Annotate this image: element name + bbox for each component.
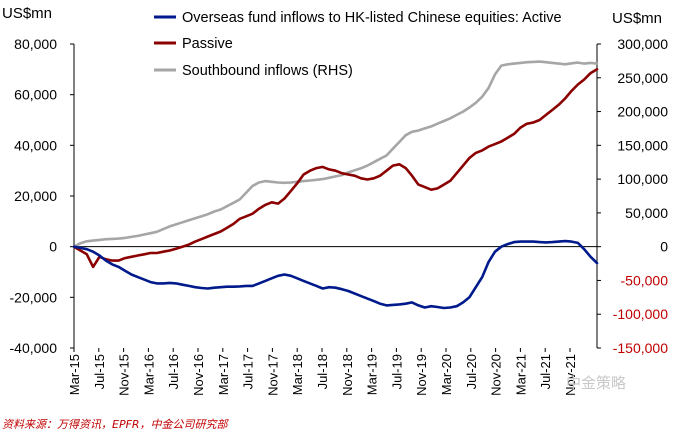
right-tick-label: 300,000 [617, 36, 668, 52]
left-tick-label: 20,000 [14, 188, 57, 204]
x-tick-label: Jul-20 [464, 354, 479, 389]
right-tick-label: 50,000 [625, 205, 668, 221]
southbound-series-line [72, 60, 599, 248]
x-tick-label: Mar-18 [290, 354, 305, 395]
legend-entry-active-label: Overseas fund inflows to HK-listed Chine… [182, 10, 562, 26]
x-tick-label: Jul-17 [241, 354, 256, 389]
left-tick-label: 0 [49, 239, 57, 255]
x-tick-label: Jul-15 [92, 354, 107, 389]
right-tick-label: -150,000 [613, 340, 668, 356]
legend-entry-southbound-label: Southbound inflows (RHS) [182, 63, 353, 79]
legend-entry-passive-label: Passive [182, 36, 233, 52]
right-tick-label: -50,000 [621, 272, 669, 288]
x-tick-label: Nov-21 [563, 354, 578, 396]
left-tick-label: 80,000 [14, 36, 57, 52]
active-series-line [72, 239, 599, 310]
left-y-axis-ticks: 80,000 60,000 40,000 20,000 0 -20,000 -40,000 [10, 36, 74, 356]
x-tick-label: Nov-16 [191, 354, 206, 396]
x-tick-label: Jul-18 [315, 354, 330, 389]
left-tick-label: -40,000 [10, 340, 58, 356]
left-tick-label: 40,000 [14, 137, 57, 153]
left-axis-unit: US$mn [2, 5, 52, 22]
right-y-axis-ticks: 300,000 250,000 200,000 150,000 100,000 50,00… [597, 36, 668, 356]
x-tick-label: Jul-16 [166, 354, 181, 389]
x-tick-label: Mar-19 [365, 354, 380, 395]
series-group [72, 60, 599, 310]
right-tick-label: -100,000 [613, 306, 668, 322]
right-tick-label: 150,000 [617, 137, 668, 153]
right-axis-unit: US$mn [612, 10, 662, 27]
source-footnote: 资料来源：万得资讯，EPFR，中金公司研究部 [2, 418, 228, 431]
right-tick-label: 100,000 [617, 171, 668, 187]
watermark: 中金策略 [566, 374, 627, 392]
right-axis-unit-label: US$mn [612, 10, 662, 27]
right-tick-label: 0 [660, 239, 668, 255]
passive-series-line [72, 68, 599, 269]
right-tick-label: 200,000 [617, 104, 668, 120]
x-tick-label: Jul-21 [538, 354, 553, 389]
left-tick-label: -20,000 [10, 289, 58, 305]
left-tick-label: 60,000 [14, 87, 57, 103]
x-tick-label: Mar-20 [439, 354, 454, 395]
x-tick-label: Mar-17 [216, 354, 231, 395]
x-tick-label: Jul-19 [389, 354, 404, 389]
x-tick-label: Nov-19 [414, 354, 429, 396]
x-tick-label: Nov-17 [265, 354, 280, 396]
x-tick-label: Nov-18 [340, 354, 355, 396]
legend: Overseas fund inflows to HK-listed Chine… [154, 10, 562, 79]
left-axis-unit-label: US$mn [2, 5, 52, 22]
x-tick-label: Mar-16 [141, 354, 156, 395]
right-tick-label: 250,000 [617, 70, 668, 86]
x-axis-ticks: Mar-15 Jul-15 Nov-15 Mar-16 Jul-16 Nov-16 Mar-… [67, 348, 578, 396]
x-tick-label: Nov-20 [489, 354, 504, 396]
x-tick-label: Mar-21 [513, 354, 528, 395]
axes [73, 44, 598, 348]
x-tick-label: Nov-15 [117, 354, 132, 396]
x-tick-label: Mar-15 [67, 354, 82, 395]
